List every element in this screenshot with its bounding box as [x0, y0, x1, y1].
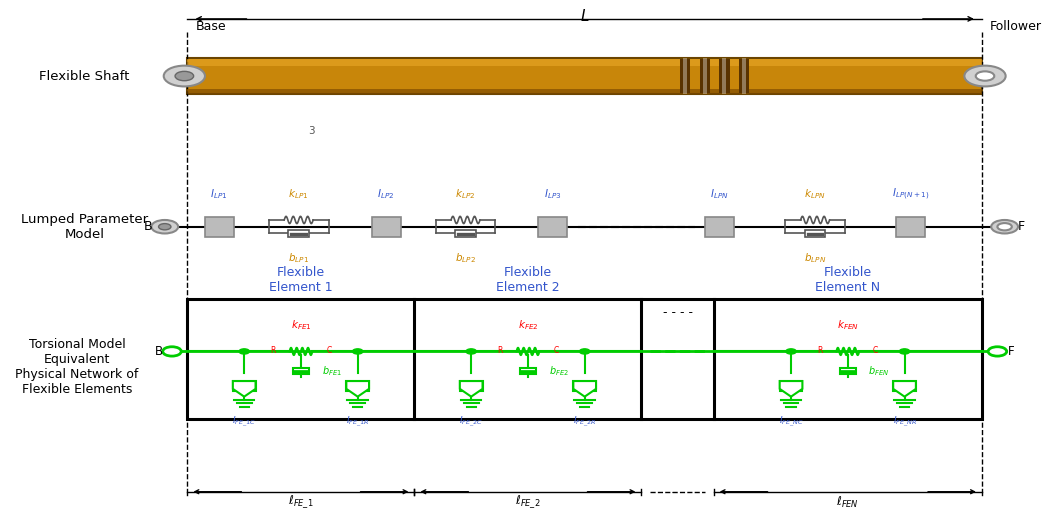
- Bar: [372, 217, 400, 237]
- Bar: [573, 381, 596, 391]
- Bar: [893, 381, 916, 391]
- Text: $I_{FE\_1R}$: $I_{FE\_1R}$: [346, 415, 370, 429]
- Bar: [742, 58, 746, 94]
- Bar: [346, 381, 369, 391]
- Text: $k_{LP1}$: $k_{LP1}$: [289, 188, 309, 202]
- Text: $k_{LP2}$: $k_{LP2}$: [455, 188, 476, 202]
- Bar: [779, 381, 802, 391]
- Bar: [289, 230, 309, 237]
- Text: $b_{FE1}$: $b_{FE1}$: [321, 364, 341, 378]
- Circle shape: [353, 349, 363, 354]
- Circle shape: [239, 349, 250, 354]
- Bar: [520, 368, 536, 374]
- Bar: [804, 230, 826, 237]
- Bar: [722, 58, 727, 94]
- Text: Base: Base: [196, 20, 226, 33]
- Bar: [455, 230, 476, 237]
- Circle shape: [997, 223, 1012, 230]
- Text: $I_{LP1}$: $I_{LP1}$: [211, 188, 227, 202]
- Polygon shape: [460, 381, 482, 396]
- Bar: [896, 217, 925, 237]
- Circle shape: [466, 349, 476, 354]
- Circle shape: [991, 220, 1018, 233]
- Circle shape: [988, 347, 1007, 356]
- Circle shape: [152, 220, 178, 233]
- Text: Follower: Follower: [990, 20, 1042, 33]
- Text: $k_{FE2}$: $k_{FE2}$: [518, 318, 538, 332]
- Text: $\ell_{FE\_1}$: $\ell_{FE\_1}$: [289, 494, 314, 511]
- Bar: [719, 59, 730, 93]
- Circle shape: [899, 349, 910, 354]
- Text: $I_{FE\_1C}$: $I_{FE\_1C}$: [233, 415, 256, 429]
- Bar: [699, 59, 710, 93]
- Text: $b_{LPN}$: $b_{LPN}$: [803, 251, 827, 265]
- Text: 3: 3: [307, 126, 315, 135]
- Bar: [460, 381, 482, 391]
- Bar: [233, 381, 256, 391]
- Circle shape: [175, 71, 194, 81]
- Text: R: R: [497, 346, 502, 355]
- Circle shape: [786, 349, 796, 354]
- Text: R: R: [817, 346, 822, 355]
- Circle shape: [159, 224, 171, 230]
- Polygon shape: [233, 381, 256, 396]
- Circle shape: [965, 66, 1006, 86]
- Bar: [204, 217, 234, 237]
- Text: Flexible
Element 2: Flexible Element 2: [496, 266, 560, 294]
- Text: B: B: [144, 220, 153, 233]
- Text: F: F: [1008, 345, 1014, 358]
- Polygon shape: [346, 381, 369, 396]
- Bar: [293, 368, 310, 374]
- Text: Lumped Parameter
Model: Lumped Parameter Model: [21, 213, 147, 241]
- Bar: [706, 217, 734, 237]
- Text: C: C: [553, 346, 558, 355]
- Text: Flexible
Element 1: Flexible Element 1: [270, 266, 333, 294]
- Polygon shape: [573, 381, 596, 396]
- Bar: [187, 58, 981, 94]
- Circle shape: [163, 66, 205, 86]
- Text: C: C: [873, 346, 878, 355]
- Text: $I_{FE\_NC}$: $I_{FE\_NC}$: [779, 415, 803, 429]
- Text: C: C: [326, 346, 332, 355]
- Text: Torsional Model
Equivalent
Physical Network of
Flexible Elements: Torsional Model Equivalent Physical Netw…: [16, 338, 139, 396]
- Text: $I_{FE\_2C}$: $I_{FE\_2C}$: [459, 415, 483, 429]
- Circle shape: [976, 71, 994, 81]
- Text: - -: - -: [672, 487, 683, 497]
- Text: $I_{FE\_2R}$: $I_{FE\_2R}$: [573, 415, 596, 429]
- Text: $\ell_{FEN}$: $\ell_{FEN}$: [836, 494, 859, 510]
- Bar: [683, 58, 688, 94]
- Bar: [680, 59, 691, 93]
- Text: F: F: [1017, 220, 1025, 233]
- Text: $b_{LP2}$: $b_{LP2}$: [455, 251, 476, 265]
- Text: B: B: [155, 345, 162, 358]
- Text: $k_{FE1}$: $k_{FE1}$: [291, 318, 312, 332]
- Text: R: R: [271, 346, 276, 355]
- Bar: [187, 59, 981, 66]
- Text: $L$: $L$: [580, 8, 590, 24]
- Text: Flexible Shaft: Flexible Shaft: [39, 69, 130, 82]
- Text: $k_{LPN}$: $k_{LPN}$: [804, 188, 826, 202]
- Bar: [702, 58, 707, 94]
- Polygon shape: [779, 381, 802, 396]
- Text: $b_{FE2}$: $b_{FE2}$: [549, 364, 569, 378]
- Text: Flexible
Element N: Flexible Element N: [815, 266, 880, 294]
- Circle shape: [579, 349, 590, 354]
- Text: $b_{LP1}$: $b_{LP1}$: [289, 251, 310, 265]
- Bar: [187, 89, 981, 94]
- Text: $I_{FE\_NR}$: $I_{FE\_NR}$: [893, 415, 916, 429]
- Text: $I_{LP2}$: $I_{LP2}$: [377, 188, 395, 202]
- Polygon shape: [893, 381, 916, 396]
- Text: $k_{FEN}$: $k_{FEN}$: [837, 318, 859, 332]
- Text: $I_{LP3}$: $I_{LP3}$: [544, 188, 561, 202]
- Bar: [839, 368, 856, 374]
- Bar: [187, 300, 981, 419]
- Bar: [739, 59, 749, 93]
- Text: $\ell_{FE\_2}$: $\ell_{FE\_2}$: [515, 494, 540, 511]
- Bar: [538, 217, 568, 237]
- Text: $b_{FEN}$: $b_{FEN}$: [869, 364, 890, 378]
- Circle shape: [162, 347, 181, 356]
- Text: - - - -: - - - -: [662, 306, 693, 319]
- Text: $I_{LPN}$: $I_{LPN}$: [711, 188, 729, 202]
- Text: $I_{LP(N+1)}$: $I_{LP(N+1)}$: [892, 187, 929, 202]
